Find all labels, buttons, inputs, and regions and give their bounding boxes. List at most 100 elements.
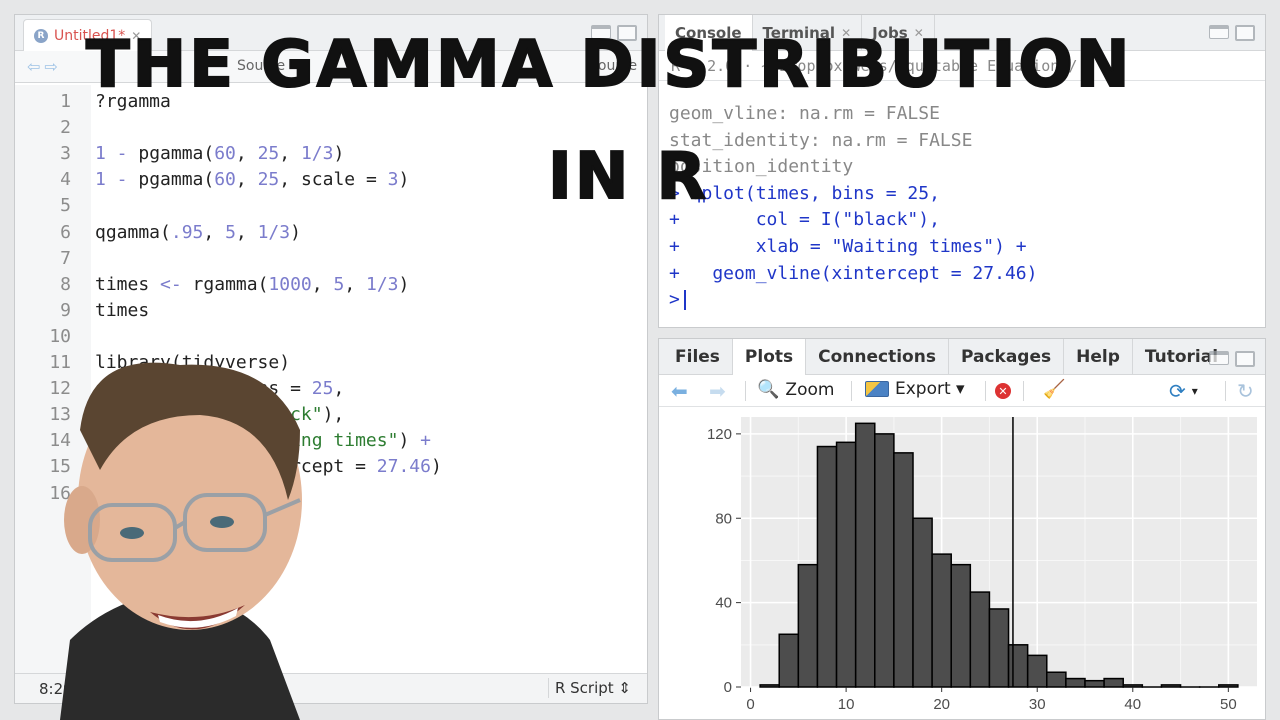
histogram-bar <box>988 608 1010 688</box>
close-tab-icon[interactable]: ✕ <box>131 28 142 43</box>
y-tick-label: 120 <box>707 426 732 443</box>
publish-button[interactable]: ⟳ ▾ <box>1169 379 1198 403</box>
histogram-bar <box>1065 677 1086 688</box>
line-number: 14 <box>49 430 71 452</box>
y-tick-label: 0 <box>724 679 732 696</box>
file-type-selector[interactable]: R Script ⇕ <box>547 678 637 698</box>
tab-console-label: Console <box>675 24 742 42</box>
code-text: qplot(times, bins = 25, <box>95 376 344 402</box>
tab-plots-label: Plots <box>744 347 794 367</box>
source-toolbar: ⇦⇨ Source Source <box>15 51 647 83</box>
close-terminal-icon[interactable]: ✕ <box>841 26 852 40</box>
code-token: , <box>235 221 258 243</box>
plots-pane-controls <box>1209 351 1255 367</box>
minimize-icon[interactable] <box>1209 351 1229 365</box>
code-token: 1000 <box>268 273 312 295</box>
x-tick-label: 40 <box>1124 696 1141 713</box>
minimize-icon[interactable] <box>1209 25 1229 39</box>
console-line: + geom_vline(xintercept = 27.46) <box>669 261 1257 288</box>
source-on-save-button[interactable]: Source <box>237 58 286 74</box>
source-button[interactable]: Source <box>589 58 638 74</box>
tab-jobs-label: Jobs <box>872 24 908 42</box>
tab-terminal[interactable]: Terminal ✕ <box>753 15 863 51</box>
previous-plot-button[interactable]: ⬅ <box>671 379 688 403</box>
histogram-bar <box>950 563 972 688</box>
code-token: , <box>344 273 366 295</box>
maximize-icon[interactable] <box>1235 25 1255 41</box>
tab-files[interactable]: Files <box>663 339 733 375</box>
console-line: geom_vline: na.rm = FALSE <box>669 101 1257 128</box>
tab-console[interactable]: Console <box>665 15 753 51</box>
code-token: 60 <box>214 169 236 191</box>
histogram-bar <box>1046 671 1067 688</box>
remove-plot-button[interactable]: ✕ <box>995 383 1011 399</box>
maximize-icon[interactable] <box>1235 351 1255 367</box>
histogram-bar <box>778 633 800 688</box>
tab-packages-label: Packages <box>960 347 1052 367</box>
line-number: 2 <box>60 117 71 139</box>
toolbar-separator <box>1023 381 1024 401</box>
close-jobs-icon[interactable]: ✕ <box>913 26 924 40</box>
line-number: 16 <box>49 482 71 504</box>
next-plot-button[interactable]: ➡ <box>709 379 726 403</box>
console-line-text: > qplot(times, bins = 25, <box>669 182 940 204</box>
code-text: geom_vline(xintercept = 27.46) <box>95 454 442 480</box>
line-number: 13 <box>49 404 71 426</box>
code-token: ) <box>398 430 421 452</box>
console-tabbar: Console Terminal ✕ Jobs ✕ <box>659 15 1265 51</box>
code-token: 1/3 <box>300 143 334 165</box>
code-token: ) <box>290 221 301 243</box>
histogram-bar <box>1122 684 1144 688</box>
code-token: , <box>203 221 226 243</box>
refresh-button[interactable]: ↻ <box>1237 379 1254 403</box>
tab-connections[interactable]: Connections <box>806 339 949 375</box>
line-number: 7 <box>60 247 71 269</box>
tab-jobs[interactable]: Jobs ✕ <box>862 15 935 51</box>
code-editor[interactable]: 1 ?rgamma 2 3 1 - pgamma(60, 25, 1/3) 4 1 - pg… <box>15 85 647 675</box>
export-button[interactable]: Export ▾ <box>865 379 965 399</box>
code-token: ) <box>398 273 410 295</box>
code-token: ) <box>398 169 410 191</box>
code-token: , scale = <box>279 169 388 191</box>
minimize-icon[interactable] <box>591 25 611 39</box>
document-tab[interactable]: R Untitled1* ✕ <box>23 19 153 51</box>
histogram-bar <box>874 433 895 688</box>
console-line: > qplot(times, bins = 25, <box>669 181 1257 208</box>
maximize-icon[interactable] <box>617 25 637 41</box>
r-file-icon: R <box>34 28 48 43</box>
zoom-button[interactable]: 🔍 Zoom <box>757 379 834 400</box>
back-forward-icon[interactable]: ⇦⇨ <box>27 57 62 76</box>
console-line-text: + xlab = "Waiting times") + <box>669 235 1027 257</box>
code-text: xlab = "Waiting times") + <box>95 428 431 454</box>
histogram-bar <box>912 517 933 688</box>
tab-help[interactable]: Help <box>1064 339 1133 375</box>
code-token: 1 - <box>95 169 139 191</box>
toolbar-separator <box>1225 381 1226 401</box>
code-token: , <box>311 273 334 295</box>
console-line: + col = I("black"), <box>669 207 1257 234</box>
console-line-text: > <box>669 289 680 311</box>
console-line-text: geom_vline: na.rm = FALSE <box>669 103 940 124</box>
tab-connections-label: Connections <box>818 347 936 367</box>
x-tick-label: 50 <box>1220 696 1237 713</box>
publish-icon: ⟳ <box>1169 379 1186 403</box>
export-icon <box>865 381 889 397</box>
code-text: 1 - pgamma(60, 25, scale = 3) <box>95 167 409 193</box>
plot-area: 0 10 20 30 40 50 0 40 80 120 <box>659 409 1265 720</box>
console-line-text: + col = I("black"), <box>669 209 940 231</box>
code-token: col = I( <box>95 404 247 426</box>
console-output[interactable]: geom_vline: na.rm = FALSE stat_identity: … <box>669 101 1257 314</box>
export-label: Export ▾ <box>895 379 965 399</box>
code-token: , <box>333 378 345 400</box>
code-token: 1/3 <box>257 221 291 243</box>
tab-terminal-label: Terminal <box>762 24 836 42</box>
tab-tutorial[interactable]: Tutorial <box>1133 339 1230 375</box>
tab-packages[interactable]: Packages <box>949 339 1065 375</box>
code-token: ) <box>430 456 442 478</box>
code-text: 1 - pgamma(60, 25, 1/3) <box>95 141 344 167</box>
code-text: times <box>95 298 149 324</box>
tab-plots[interactable]: Plots <box>732 339 807 375</box>
code-token: "Waiting times" <box>235 430 399 452</box>
source-pane-controls <box>591 25 637 41</box>
clear-plots-button[interactable]: 🧹 <box>1043 379 1065 400</box>
